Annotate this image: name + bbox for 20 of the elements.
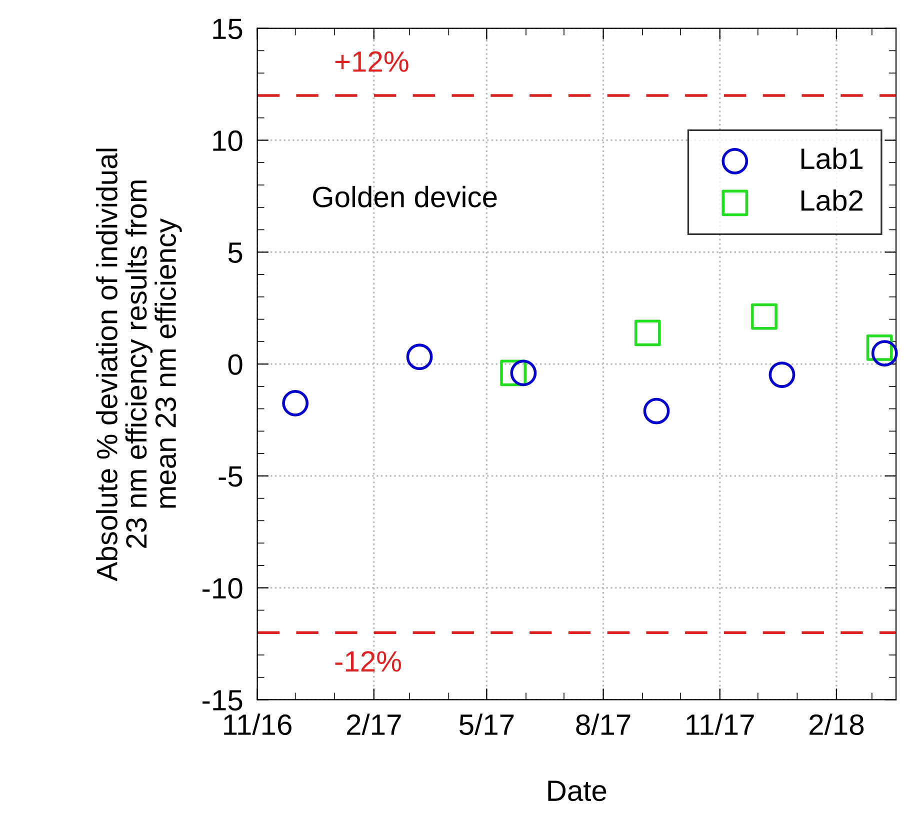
x-tick-label: 8/17 — [576, 714, 630, 736]
y-tick-label: -15 — [202, 690, 242, 711]
x-tick-label: 11/17 — [686, 714, 754, 736]
y-tick-label: 5 — [228, 242, 242, 263]
annotation: Golden device — [313, 186, 497, 208]
ref-line-label: +12% — [335, 51, 408, 72]
legend-label: Lab2 — [801, 189, 862, 211]
x-axis-title: Date — [548, 780, 606, 802]
y-tick-label: -5 — [218, 466, 242, 487]
y-axis-title: Absolute % deviation of individual 23 nm efficiency results from mean 23 nm efficiency — [96, 148, 182, 582]
ref-line-label: -12% — [335, 651, 402, 672]
x-tick-label: 2/17 — [346, 714, 401, 736]
y-tick-label: 0 — [228, 354, 242, 375]
y-tick-label: -10 — [202, 578, 242, 599]
y-tick-label: 15 — [213, 18, 242, 40]
legend-label: Lab1 — [801, 148, 863, 170]
x-tick-label: 11/16 — [224, 714, 292, 736]
x-tick-label: 5/17 — [459, 714, 514, 736]
x-tick-label: 2/18 — [810, 714, 864, 736]
y-tick-label: 10 — [213, 130, 242, 152]
